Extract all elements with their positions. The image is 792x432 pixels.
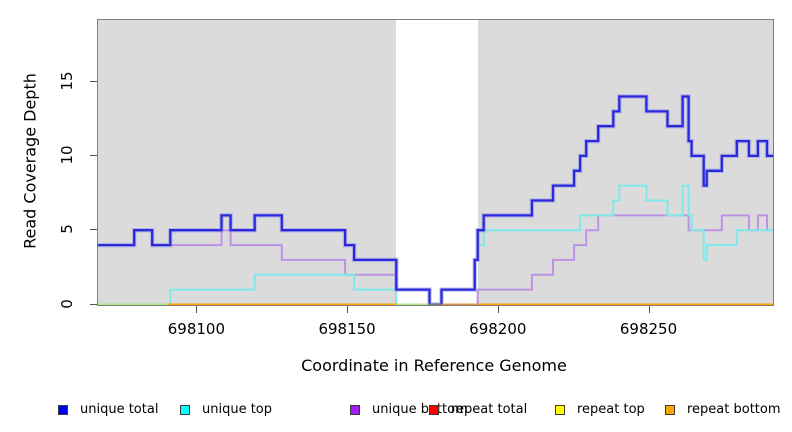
x-axis-label: Coordinate in Reference Genome	[301, 356, 567, 375]
legend-item-unique-top: unique top	[180, 402, 272, 417]
unique_total-line	[98, 95, 773, 305]
legend-label: repeat top	[577, 402, 645, 417]
legend-item-repeat-top: repeat top	[555, 402, 645, 417]
legend-swatch-unique-total	[58, 404, 68, 415]
y-tick-mark	[90, 154, 97, 156]
y-tick-mark	[90, 229, 97, 231]
x-tick-mark	[196, 306, 198, 313]
y-tick-label: 0	[58, 298, 76, 309]
unique_top-line	[98, 184, 773, 305]
highlight-band	[396, 20, 478, 305]
legend-label: repeat total	[451, 402, 528, 417]
y-axis-label: Read Coverage Depth	[20, 73, 40, 249]
legend-label: unique top	[202, 402, 273, 417]
x-tick-label: 698250	[619, 320, 678, 338]
unique_bottom-line	[98, 214, 773, 305]
y-tick-mark	[90, 80, 97, 82]
legend-label: repeat bottom	[687, 402, 781, 417]
x-tick-label: 698150	[318, 320, 376, 338]
unique_total-line-halo	[98, 94, 773, 305]
legend-item-unique-bottom: unique bottom	[350, 402, 468, 417]
legend-swatch-repeat-bottom	[665, 404, 675, 415]
x-tick-label: 698100	[167, 320, 226, 338]
legend-label: unique total	[80, 402, 159, 417]
x-tick-mark	[497, 306, 499, 313]
coverage-lines-svg	[98, 94, 773, 305]
y-tick-label: 10	[58, 145, 76, 165]
legend-item-repeat-total: repeat total	[429, 402, 527, 417]
legend-label: unique bottom	[372, 402, 468, 417]
legend-item-unique-total: unique total	[58, 402, 158, 417]
y-tick-label: 5	[58, 224, 76, 234]
x-tick-mark	[347, 306, 349, 313]
y-tick-mark	[90, 303, 97, 305]
plot-area	[97, 19, 774, 306]
legend-swatch-repeat-total	[429, 404, 439, 415]
legend-item-repeat-bottom: repeat bottom	[665, 402, 781, 417]
y-tick-label: 15	[58, 71, 76, 91]
x-tick-mark	[648, 306, 650, 313]
x-tick-label: 698200	[469, 320, 527, 338]
legend-swatch-repeat-top	[555, 404, 565, 415]
legend-swatch-unique-bottom	[350, 404, 360, 415]
legend-swatch-unique-top	[180, 404, 190, 415]
